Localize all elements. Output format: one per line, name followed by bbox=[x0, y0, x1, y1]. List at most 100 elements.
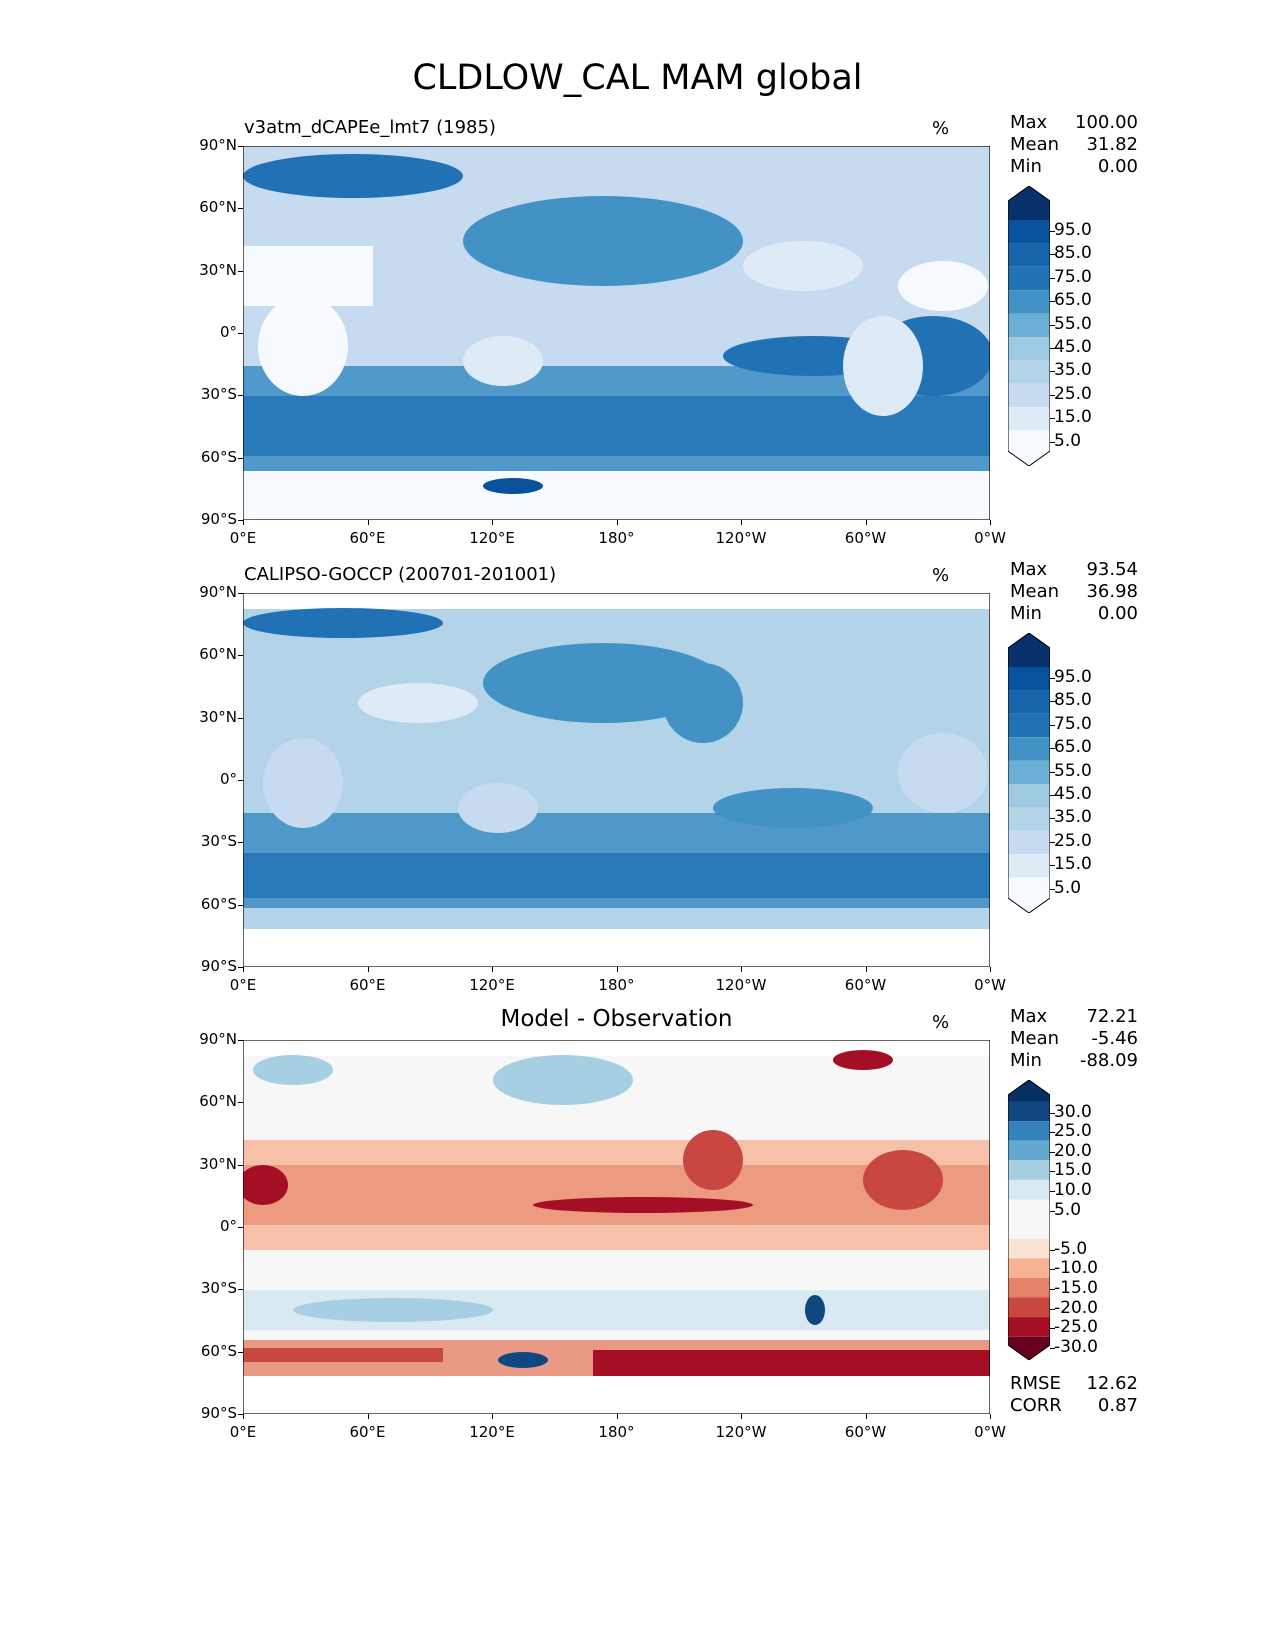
colorbar-obs bbox=[1008, 633, 1050, 913]
colorbar-label: 75.0 bbox=[1054, 266, 1092, 287]
corr-label: CORR bbox=[1010, 1395, 1062, 1416]
rmse-corr: RMSE 12.62 CORR 0.87 bbox=[1010, 1373, 1138, 1417]
colorbar-label: 65.0 bbox=[1054, 290, 1092, 311]
lon-tick-label: 180° bbox=[598, 976, 635, 994]
colorbar-model bbox=[1008, 186, 1050, 466]
lat-tick-label: 60°S bbox=[200, 894, 237, 913]
lat-tick-label: 30°S bbox=[200, 385, 237, 404]
lon-tick bbox=[990, 967, 991, 972]
lat-tick bbox=[238, 655, 243, 657]
mean-value: 36.98 bbox=[1086, 581, 1138, 602]
colorbar-label: 10.0 bbox=[1054, 1179, 1092, 1200]
lon-tick bbox=[990, 520, 991, 525]
colorbar-tick bbox=[1050, 418, 1055, 420]
lon-tick-label: 120°W bbox=[715, 529, 767, 547]
colorbar-tick bbox=[1050, 1171, 1055, 1173]
lat-tick-label: 0° bbox=[219, 323, 237, 341]
lat-tick-label: 60°S bbox=[200, 447, 237, 466]
colorbar-tick bbox=[1050, 1269, 1055, 1271]
colorbar-tick bbox=[1050, 1190, 1055, 1192]
panel-title-model: v3atm_dCAPEe_lmt7 (1985) bbox=[244, 117, 496, 138]
colorbar-tick bbox=[1050, 818, 1055, 820]
rmse-value: 12.62 bbox=[1086, 1373, 1138, 1394]
lon-tick bbox=[741, 967, 742, 972]
lon-tick-label: 0°E bbox=[229, 1423, 257, 1441]
lon-tick bbox=[865, 1414, 867, 1419]
colorbar-tick bbox=[1050, 748, 1055, 750]
colorbar-tick bbox=[1050, 795, 1055, 796]
colorbar-tick bbox=[1050, 441, 1055, 443]
lat-tick-label: 90°N bbox=[199, 136, 237, 154]
min-value: -88.09 bbox=[1079, 1050, 1138, 1071]
lon-tick-label: 60°E bbox=[349, 976, 386, 994]
lon-tick-label: 60°E bbox=[349, 529, 386, 547]
unit-label-model: % bbox=[932, 118, 950, 139]
lon-tick bbox=[492, 967, 493, 972]
colorbar-label: 85.0 bbox=[1054, 690, 1092, 711]
colorbar-tick bbox=[1050, 231, 1055, 232]
panel-title-obs: CALIPSO-GOCCP (200701-201001) bbox=[244, 564, 557, 585]
min-label: Min bbox=[1010, 603, 1042, 624]
lat-tick-label: 60°N bbox=[199, 1092, 237, 1111]
max-label: Max bbox=[1010, 1006, 1048, 1027]
colorbar-label: 45.0 bbox=[1054, 784, 1092, 804]
rmse-label: RMSE bbox=[1010, 1373, 1061, 1394]
lon-tick-label: 0°E bbox=[229, 976, 257, 994]
unit-label-diff: % bbox=[932, 1012, 950, 1033]
lon-tick-label: 60°E bbox=[349, 1423, 386, 1441]
colorbar-tick bbox=[1050, 1249, 1055, 1251]
colorbar-label: 95.0 bbox=[1054, 667, 1092, 687]
lat-tick bbox=[238, 1102, 243, 1104]
lat-tick bbox=[238, 333, 243, 334]
colorbar-label: 35.0 bbox=[1054, 360, 1092, 381]
colorbar-tick bbox=[1050, 678, 1055, 679]
colorbar-tick bbox=[1050, 1328, 1055, 1330]
lon-tick-label: 60°W bbox=[844, 1423, 887, 1441]
lon-tick bbox=[492, 1414, 493, 1419]
colorbar-label: 95.0 bbox=[1054, 220, 1092, 240]
max-label: Max bbox=[1010, 112, 1048, 133]
colorbar-tick bbox=[1050, 277, 1055, 279]
lat-tick bbox=[238, 395, 243, 397]
colorbar-tick bbox=[1050, 324, 1055, 326]
figure-title: CLDLOW_CAL MAM global bbox=[412, 58, 863, 98]
max-value: 100.00 bbox=[1075, 112, 1138, 133]
colorbar-label: 5.0 bbox=[1054, 1199, 1082, 1220]
lon-tick-label: 180° bbox=[598, 529, 635, 547]
lat-tick-label: 90°N bbox=[199, 583, 237, 601]
colorbar-label: -20.0 bbox=[1054, 1297, 1098, 1318]
lon-tick-label: 120°E bbox=[469, 529, 515, 547]
colorbar-label: 30.0 bbox=[1054, 1101, 1092, 1122]
colorbar-label: 5.0 bbox=[1054, 430, 1082, 451]
colorbar-label: 55.0 bbox=[1054, 760, 1092, 781]
lon-tick bbox=[367, 1414, 369, 1419]
stats-diff: Max 72.21 Mean -5.46 Min -88.09 bbox=[1010, 1006, 1138, 1072]
lat-tick bbox=[238, 842, 243, 844]
lat-tick bbox=[238, 967, 243, 968]
lon-tick-label: 120°E bbox=[469, 1423, 515, 1441]
map-obs bbox=[243, 593, 990, 967]
lat-tick bbox=[238, 1414, 243, 1415]
mean-label: Mean bbox=[1010, 134, 1060, 155]
lon-tick bbox=[367, 967, 369, 972]
corr-value: 0.87 bbox=[1097, 1395, 1138, 1416]
stats-model: Max 100.00 Mean 31.82 Min 0.00 bbox=[1010, 112, 1138, 178]
lat-tick bbox=[238, 208, 243, 210]
lat-tick bbox=[238, 457, 243, 459]
lat-tick bbox=[238, 520, 243, 521]
lon-tick-label: 0°W bbox=[974, 529, 1006, 547]
lat-tick-label: 90°S bbox=[200, 510, 237, 528]
lat-tick bbox=[238, 780, 243, 781]
lat-tick-label: 60°S bbox=[200, 1341, 237, 1360]
lon-tick bbox=[741, 520, 742, 525]
lat-tick bbox=[238, 1289, 243, 1291]
panel-title-diff: Model - Observation bbox=[500, 1006, 733, 1032]
colorbar-label: 25.0 bbox=[1054, 383, 1092, 404]
lon-tick bbox=[616, 520, 618, 525]
colorbar-tick bbox=[1050, 771, 1055, 773]
lon-tick-label: 60°W bbox=[844, 976, 887, 994]
lon-tick-label: 60°W bbox=[844, 529, 887, 547]
colorbar-label: 25.0 bbox=[1054, 1121, 1092, 1142]
min-value: 0.00 bbox=[1097, 156, 1138, 177]
colorbar-tick bbox=[1050, 1288, 1055, 1290]
